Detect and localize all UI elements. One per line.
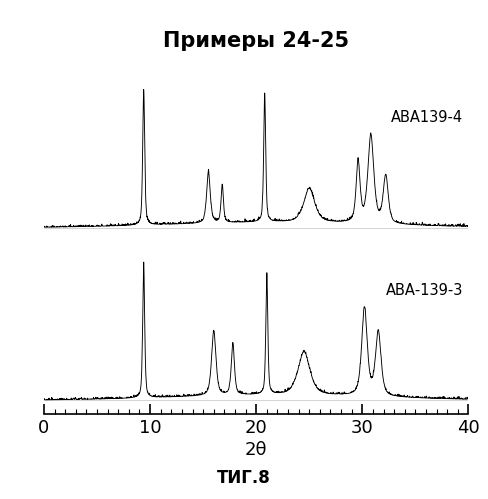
X-axis label: 2θ: 2θ: [245, 441, 267, 459]
Title: Примеры 24-25: Примеры 24-25: [163, 30, 349, 50]
Text: АВА139-4: АВА139-4: [391, 110, 463, 125]
Text: ΤИГ.8: ΤИГ.8: [217, 469, 271, 487]
Text: АВА-139-3: АВА-139-3: [386, 283, 463, 298]
